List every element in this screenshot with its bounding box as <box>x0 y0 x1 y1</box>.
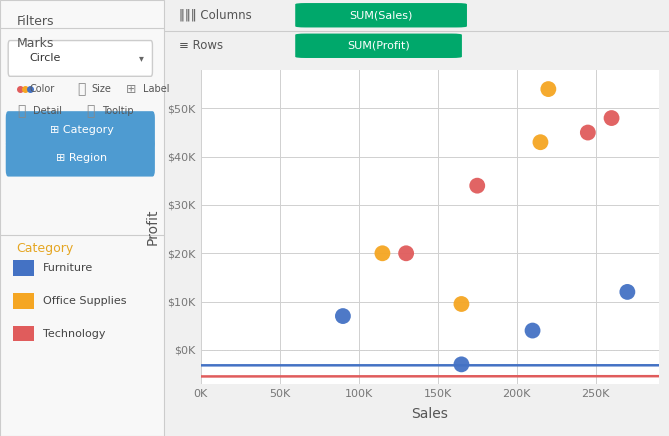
Text: ‖‖‖ Columns: ‖‖‖ Columns <box>179 9 252 22</box>
Point <box>401 250 411 257</box>
Text: Color: Color <box>29 85 55 94</box>
FancyBboxPatch shape <box>295 3 467 27</box>
Text: Size: Size <box>92 85 112 94</box>
Text: ⊞ Region: ⊞ Region <box>56 153 108 163</box>
Point <box>527 327 538 334</box>
Point <box>456 361 467 368</box>
Text: Tooltip: Tooltip <box>102 106 133 116</box>
Text: Detail: Detail <box>33 106 62 116</box>
Point <box>543 85 554 92</box>
FancyBboxPatch shape <box>6 140 155 177</box>
Text: Label: Label <box>142 85 169 94</box>
Y-axis label: Profit: Profit <box>145 208 159 245</box>
Text: Filters: Filters <box>16 15 54 28</box>
Point <box>622 289 633 296</box>
Text: ▾: ▾ <box>139 53 145 63</box>
Text: Office Supplies: Office Supplies <box>43 296 126 306</box>
Point <box>472 182 482 189</box>
Text: ⧂: ⧂ <box>78 82 86 96</box>
Point <box>338 313 349 320</box>
Bar <box>13 260 34 276</box>
Text: ⊞ Category: ⊞ Category <box>50 125 114 135</box>
Text: SUM(Sales): SUM(Sales) <box>349 10 413 20</box>
Text: ⊞: ⊞ <box>126 83 136 96</box>
Text: Marks: Marks <box>16 37 54 50</box>
Text: ≡ Rows: ≡ Rows <box>179 39 223 52</box>
Point <box>377 250 388 257</box>
Text: SUM(Profit): SUM(Profit) <box>347 41 410 51</box>
Text: Furniture: Furniture <box>43 263 93 273</box>
Bar <box>13 326 34 341</box>
Point <box>583 129 593 136</box>
Text: ⭡: ⭡ <box>17 104 25 118</box>
FancyBboxPatch shape <box>295 34 462 58</box>
Point <box>535 139 546 146</box>
Point <box>606 115 617 122</box>
Point <box>456 300 467 307</box>
Text: Category: Category <box>16 242 74 255</box>
FancyBboxPatch shape <box>8 41 153 76</box>
Text: Circle: Circle <box>29 53 61 63</box>
FancyBboxPatch shape <box>6 111 155 148</box>
X-axis label: Sales: Sales <box>411 407 448 421</box>
Bar <box>13 293 34 309</box>
Text: ⭡: ⭡ <box>86 104 94 118</box>
Text: Technology: Technology <box>43 329 105 338</box>
